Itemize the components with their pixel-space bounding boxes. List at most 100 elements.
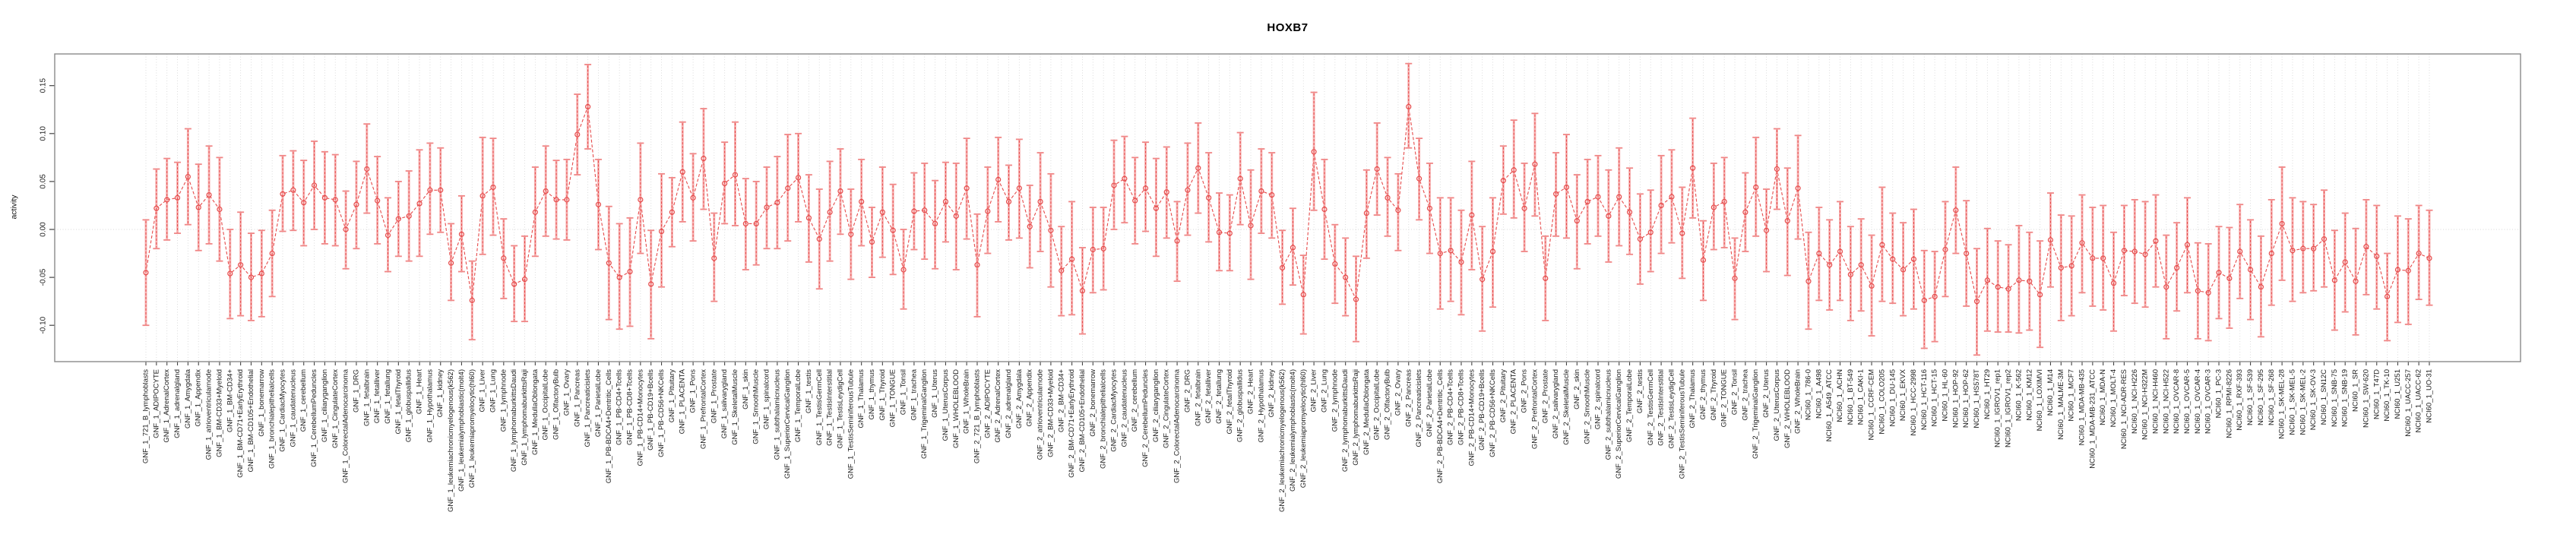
data-point-marker	[2058, 264, 2064, 271]
data-point-marker	[1363, 210, 1369, 217]
data-point-marker	[1237, 175, 1243, 182]
x-tick-label: GNF_1_TemporalLobe	[794, 369, 802, 442]
x-tick-label: GNF_2_ciliaryganglion	[1152, 369, 1160, 442]
data-point-marker	[2121, 248, 2128, 254]
x-tick-label: NCI60_1_NCI-H226	[2131, 369, 2139, 434]
x-tick-label: NCI60_1_K-562	[2014, 369, 2023, 421]
data-point-marker	[479, 193, 486, 199]
x-tick-label: NCI60_1_SK-MEL-2	[2299, 369, 2307, 435]
x-tick-label: NCI60_1_OVCAR-3	[2204, 369, 2213, 434]
x-tick-label: GNF_1_Prostate	[710, 369, 718, 423]
x-tick-label: GNF_1_SuperiorCervicalGanglion	[783, 369, 792, 479]
x-tick-label: GNF_2_testis	[1636, 369, 1644, 413]
x-tick-label: GNF_2_lymphnode	[1331, 369, 1339, 432]
x-tick-label: NCI60_1_OVCAR-8	[2173, 369, 2181, 434]
data-point-marker	[1532, 161, 1538, 167]
data-point-marker	[1521, 205, 1527, 211]
x-tick-label: GNF_1_caudatenucleus	[289, 369, 297, 447]
data-point-marker	[974, 262, 980, 268]
data-point-marker	[2216, 270, 2222, 276]
x-tick-label: GNF_1_PB-CD56+NKCells	[657, 369, 666, 457]
x-tick-label: GNF_1_lymphomaburkittsRaji	[521, 369, 529, 466]
data-point-marker	[1132, 198, 1138, 204]
x-tick-label: GNF_2_TONGUE	[1720, 369, 1729, 427]
x-tick-label: NCI60_1_NCI-H522	[2162, 369, 2170, 434]
data-point-marker	[2110, 280, 2117, 286]
data-point-marker	[385, 232, 391, 239]
x-tick-label: NCI60_1_DU-145	[1888, 369, 1897, 427]
x-tick-label: GNF_1_Uterus	[931, 369, 939, 418]
data-point-marker	[1185, 187, 1191, 193]
data-point-marker	[2311, 245, 2317, 251]
data-point-marker	[2268, 250, 2274, 257]
data-point-marker	[1847, 271, 1853, 277]
data-point-marker	[2174, 264, 2180, 271]
data-point-marker	[269, 250, 275, 257]
x-tick-label: GNF_2_Thyroid	[1710, 369, 1718, 421]
x-tick-label: GNF_1_bonemarrow	[258, 369, 266, 437]
data-point-marker	[311, 182, 318, 188]
data-point-marker	[1027, 223, 1033, 229]
x-tick-label: GNF_2_PLACENTA	[1510, 368, 1518, 434]
x-tick-label: GNF_2_Liver	[1310, 369, 1318, 413]
data-point-marker	[1742, 209, 1748, 215]
x-tick-label: GNF_2_atrioventricularnode	[1036, 369, 1045, 460]
x-tick-label: NCI60_1_HCT-15	[1931, 369, 1939, 427]
data-point-marker	[2394, 267, 2401, 273]
data-point-marker	[1964, 250, 1970, 257]
data-point-marker	[2300, 245, 2306, 251]
data-point-marker	[2353, 278, 2359, 284]
x-tick-label: GNF_1_WholeBrain	[963, 369, 971, 434]
x-tick-label: NCI60_1_MDA-MB-231_ATCC	[2088, 369, 2097, 469]
data-point-marker	[343, 226, 349, 232]
data-point-marker	[1174, 238, 1180, 244]
data-point-marker	[1879, 242, 1885, 248]
data-point-marker	[805, 215, 812, 221]
data-point-marker	[2374, 253, 2380, 259]
data-point-marker	[1059, 267, 1065, 274]
data-point-marker	[859, 198, 865, 205]
data-point-marker	[1142, 185, 1149, 191]
data-point-marker	[1343, 274, 1349, 280]
data-point-marker	[1900, 267, 1907, 273]
x-tick-label: NCI60_1_MDA-N	[2099, 369, 2107, 425]
data-point-marker	[848, 231, 854, 237]
x-tick-label: GNF_1_CerebellumPeduncles	[310, 369, 318, 467]
data-point-marker	[1332, 261, 1338, 267]
x-tick-label: GNF_1_thymus	[868, 369, 876, 420]
x-tick-label: GNF_2_SuperiorCervicalGanglion	[1615, 369, 1623, 479]
data-point-marker	[2205, 289, 2211, 296]
x-tick-label: NCI60_1_RPMI-8226	[2225, 369, 2233, 438]
y-tick-label: 0.15	[40, 78, 48, 93]
x-tick-label: GNF_2_CerebellumPeduncles	[1141, 369, 1150, 467]
x-tick-label: NCI60_1_M14	[2046, 369, 2055, 416]
x-tick-label: GNF_1_MedullaOblongata	[531, 368, 540, 455]
x-tick-label: NCI60_1_SW-620	[2362, 369, 2370, 428]
data-point-marker	[280, 191, 286, 197]
data-point-marker	[827, 209, 833, 215]
data-point-marker	[911, 208, 917, 214]
x-tick-label: GNF_2_fetallung	[1215, 369, 1223, 424]
x-tick-label: NCI60_1_KM12	[2025, 369, 2033, 421]
data-point-marker	[764, 204, 770, 210]
data-point-marker	[174, 194, 181, 201]
x-tick-label: NCI60_1_NCI-H322M	[2141, 369, 2150, 440]
x-tick-label: NCI60_1_MALME-3M	[2057, 369, 2065, 440]
x-tick-label: NCI60_1_HL-60	[1941, 369, 1949, 422]
data-point-marker	[1395, 207, 1401, 213]
x-tick-label: GNF_2_Uterus	[1762, 369, 1771, 418]
x-tick-label: GNF_1_CingulateCortex	[331, 369, 340, 448]
data-point-marker	[2342, 259, 2348, 265]
x-tick-label: NCI60_1_786-0	[1804, 369, 1812, 420]
data-point-marker	[1637, 236, 1644, 242]
data-point-marker	[1784, 218, 1790, 224]
data-point-marker	[669, 209, 675, 215]
data-point-marker	[2290, 248, 2296, 254]
x-tick-label: GNF_1_ciliaryganglion	[321, 369, 329, 442]
x-tick-label: GNF_2_PrefrontalCortex	[1530, 369, 1539, 449]
data-point-marker	[416, 201, 422, 207]
data-point-marker	[742, 220, 748, 227]
x-tick-label: GNF_2_ColorectalAdenocarcinoma	[1173, 368, 1182, 483]
data-point-marker	[658, 228, 665, 235]
